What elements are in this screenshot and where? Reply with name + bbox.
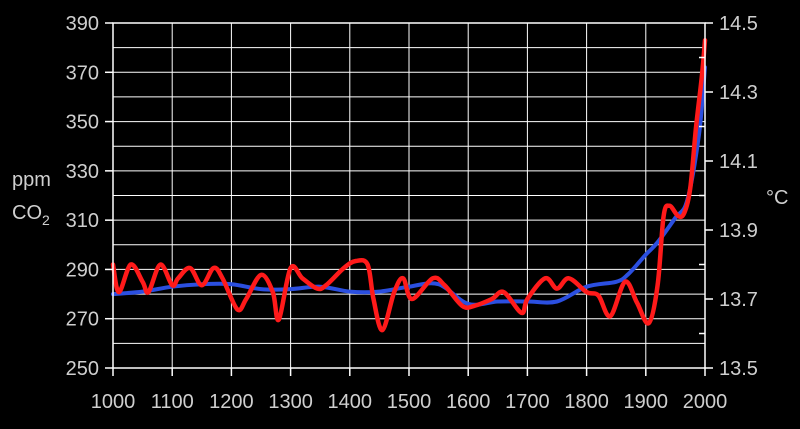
x-tick-label: 1400	[328, 391, 373, 413]
series-layer	[110, 38, 708, 333]
x-tick-label: 1200	[209, 391, 254, 413]
left-tick-label: 330	[66, 161, 99, 183]
co2-series-line	[111, 65, 707, 307]
left-tick-label: 270	[66, 309, 99, 331]
temperature-series-line	[110, 38, 708, 333]
left-tick-label: 370	[66, 62, 99, 84]
x-tick-label: 1500	[387, 391, 432, 413]
right-tick-label: 14.3	[719, 82, 758, 104]
x-tick-label: 1000	[91, 391, 136, 413]
x-tick-label: 1800	[564, 391, 609, 413]
x-tick-label: 1900	[624, 391, 669, 413]
left-tick-label: 310	[66, 210, 99, 232]
x-tick-label: 1300	[268, 391, 313, 413]
axis-ticks: 1000 1100 1200 1300 1400 1500 1600 1700 1800 1900…	[66, 13, 758, 413]
left-axis-label-co: CO	[12, 202, 42, 224]
x-tick-label: 1600	[446, 391, 491, 413]
left-axis-label-line1: ppm	[12, 169, 51, 191]
right-axis-label: °C	[766, 187, 788, 209]
left-tick-label: 250	[66, 358, 99, 380]
right-tick-label: 14.1	[719, 151, 758, 173]
right-tick-label: 13.7	[719, 289, 758, 311]
x-tick-label: 1700	[505, 391, 550, 413]
right-tick-label: 13.5	[719, 358, 758, 380]
left-axis-label-subscript: 2	[42, 212, 50, 228]
right-tick-label: 13.9	[719, 220, 758, 242]
x-tick-label: 1100	[151, 391, 194, 413]
x-tick-label: 2000	[683, 391, 728, 413]
left-tick-label: 350	[66, 112, 99, 134]
left-tick-label: 390	[66, 13, 99, 35]
right-tick-label: 14.5	[719, 13, 758, 35]
left-tick-label: 290	[66, 259, 99, 281]
left-axis-label-line2: CO2	[12, 202, 50, 228]
grid-lines	[113, 22, 705, 368]
